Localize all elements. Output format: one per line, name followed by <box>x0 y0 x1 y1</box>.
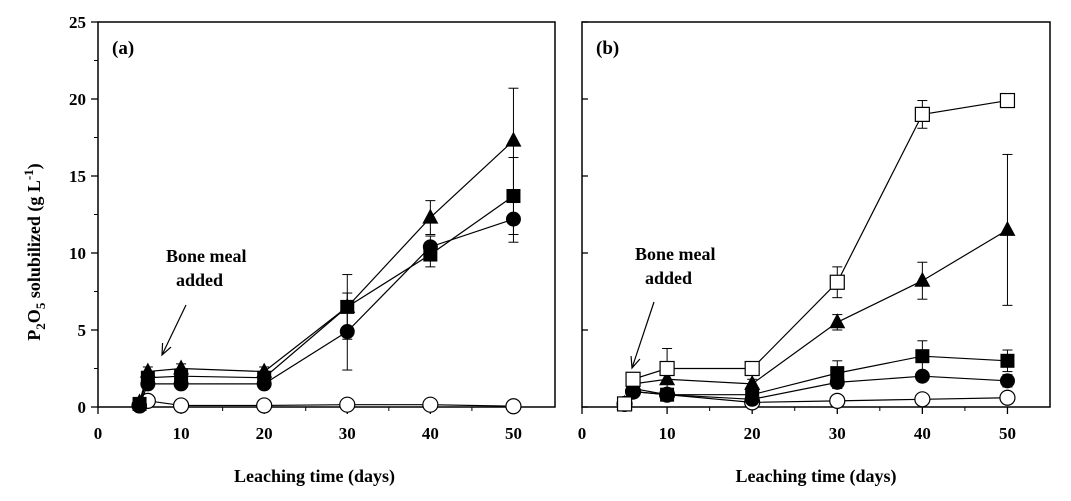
data-point <box>1000 353 1015 368</box>
x-tick-label: 50 <box>999 424 1016 443</box>
x-tick-label: 20 <box>256 424 273 443</box>
y-label-o: O <box>24 309 44 323</box>
y-label-o-sub: 5 <box>33 302 48 309</box>
x-tick-label: 0 <box>578 424 587 443</box>
y-label-rest: solubilized (g L <box>24 180 45 303</box>
series-line <box>624 390 1008 405</box>
data-point <box>830 366 845 381</box>
data-point <box>256 362 273 378</box>
x-tick-label: 20 <box>744 424 761 443</box>
series-line <box>138 195 514 405</box>
series-open-square <box>616 92 1016 412</box>
data-point <box>999 220 1016 236</box>
data-point <box>505 131 522 147</box>
y-tick-label: 15 <box>69 167 86 186</box>
panel-label: (b) <box>596 38 619 59</box>
series-filled-circle <box>132 195 521 413</box>
x-tick-label: 50 <box>505 424 522 443</box>
panel-a: 0 10 20 30 40 50 0 5 10 15 20 25 Leaching time (days… <box>69 13 556 487</box>
x-tick-label: 30 <box>829 424 846 443</box>
data-point <box>744 360 760 377</box>
data-point <box>999 389 1016 406</box>
data-point <box>173 359 190 375</box>
x-axis-label: Leaching time (days) <box>234 466 395 487</box>
annotation-text: Bone meal <box>166 246 247 266</box>
data-point <box>915 349 930 364</box>
y-label-p: P <box>24 330 44 341</box>
annotation-text: Bone meal <box>635 244 716 264</box>
y-label-close: ) <box>24 163 45 169</box>
data-point <box>660 387 675 402</box>
data-point <box>505 398 522 415</box>
y-tick-label: 0 <box>78 398 87 417</box>
data-point <box>422 208 439 224</box>
data-point <box>744 374 761 390</box>
series-open-circle <box>131 392 522 415</box>
annotation-arrow-head <box>630 355 641 370</box>
annotation-arrow-head <box>161 342 172 357</box>
x-tick-label: 0 <box>94 424 103 443</box>
data-point <box>999 92 1016 109</box>
panel-b: 0 10 20 30 40 50 Leaching time (days) (b) Bone m… <box>578 21 1051 487</box>
data-point <box>339 297 356 313</box>
plot-frame <box>581 21 1051 408</box>
y-tick-label: 20 <box>69 90 86 109</box>
y-label-p-sub: 2 <box>33 323 48 330</box>
x-tick-label: 40 <box>914 424 931 443</box>
x-tick-label: 30 <box>339 424 356 443</box>
data-point <box>829 274 845 290</box>
data-point <box>745 387 760 402</box>
series-filled-square <box>617 340 1015 411</box>
x-tick-label: 10 <box>173 424 190 443</box>
data-point <box>131 393 148 409</box>
data-point <box>616 396 633 412</box>
data-point <box>139 362 156 378</box>
data-point <box>172 397 190 414</box>
y-tick-label: 5 <box>78 321 87 340</box>
data-point <box>914 271 931 287</box>
series-filled-circle <box>617 368 1015 412</box>
data-point <box>914 106 930 123</box>
data-point <box>423 247 438 262</box>
annotation-arrow <box>161 304 187 356</box>
data-point <box>914 368 930 384</box>
y-tick-label: 10 <box>69 244 86 263</box>
data-point <box>422 396 439 413</box>
data-point <box>339 396 356 413</box>
data-point <box>256 397 273 414</box>
y-axis-label: P2O5 solubilized (g L-1) <box>21 163 48 340</box>
annotation-arrow <box>631 301 655 369</box>
y-label-unit-sup: -1 <box>21 169 36 180</box>
y-tick-label: 25 <box>69 13 86 32</box>
annotation-text: added <box>176 270 223 290</box>
series-line <box>139 400 514 407</box>
series-filled-triangle <box>131 87 522 409</box>
data-point <box>999 373 1015 389</box>
x-tick-label: 40 <box>422 424 439 443</box>
data-point <box>829 313 846 329</box>
x-tick-label: 10 <box>659 424 676 443</box>
x-axis-label: Leaching time (days) <box>736 466 897 487</box>
data-point <box>914 391 931 408</box>
data-point <box>625 371 641 387</box>
panel-label: (a) <box>112 38 134 59</box>
annotation-text: added <box>645 268 692 288</box>
data-point <box>829 392 846 409</box>
data-point <box>659 360 675 377</box>
